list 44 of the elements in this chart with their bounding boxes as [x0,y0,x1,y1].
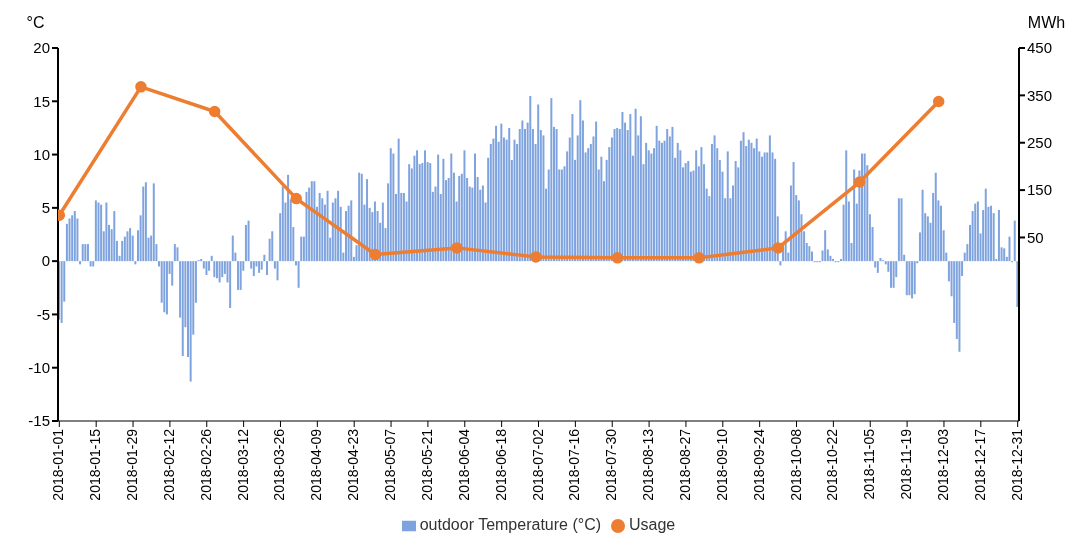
x-tick-label: 2018-06-18 [492,428,509,501]
y2-tick-label: 250 [1027,134,1053,152]
x-tick-label: 2018-02-26 [197,428,214,501]
x-tick-label: 2018-02-12 [160,428,177,501]
y2-tick-label: 150 [1027,181,1053,199]
x-tick-label: 2018-12-03 [934,428,951,501]
y-tick-label: 15 [33,92,50,110]
legend-label: Usage [629,516,676,533]
x-tick-label: 2018-09-10 [713,428,730,501]
y-tick-label: -10 [28,359,50,377]
y-tick-label: 20 [33,39,50,57]
x-tick-label: 2018-09-24 [750,428,767,501]
y-tick-label: 0 [41,252,50,270]
x-tick-label: 2018-12-17 [971,428,988,501]
y2-axis-title: MWh [1027,14,1066,31]
y-tick-label: -15 [28,412,50,430]
y-tick-label: 5 [41,199,50,217]
y-tick-label: -5 [36,305,50,323]
x-tick-label: 2018-05-07 [382,428,399,501]
y2-tick-label: 350 [1027,86,1053,104]
x-tick-label: 2018-03-26 [271,428,288,501]
x-tick-label: 2018-01-29 [124,428,141,501]
legend-label: outdoor Temperature (°C) [419,516,602,533]
x-tick-label: 2018-04-23 [345,428,362,501]
x-tick-label: 2018-07-02 [529,428,546,501]
x-tick-label: 2018-11-05 [861,428,878,500]
x-tick-label: 2018-10-22 [824,428,841,501]
y2-tick-label: 50 [1027,228,1044,246]
x-tick-label: 2018-03-12 [234,428,251,501]
x-tick-label: 2018-10-08 [787,428,804,501]
y-axis-title: °C [26,14,45,31]
x-tick-label: 2018-01-15 [87,428,104,501]
x-tick-label: 2018-11-19 [898,428,915,500]
y-tick-label: 10 [33,145,50,163]
x-tick-label: 2018-07-30 [603,428,620,501]
x-tick-label: 2018-07-16 [566,428,583,501]
x-tick-label: 2018-05-21 [418,428,435,501]
x-tick-label: 2018-12-31 [1008,428,1025,501]
x-tick-label: 2018-04-09 [308,428,325,501]
x-tick-label: 2018-06-04 [455,428,472,501]
y2-tick-label: 450 [1027,39,1053,57]
x-tick-label: 2018-01-01 [50,428,67,501]
x-tick-label: 2018-08-27 [676,428,693,501]
x-tick-label: 2018-08-13 [640,428,657,501]
